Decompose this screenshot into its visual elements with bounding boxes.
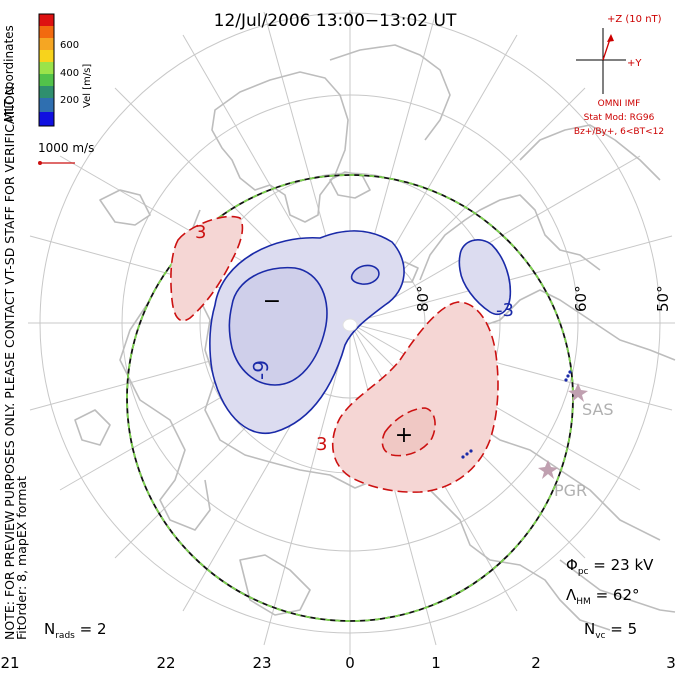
station-star-icon bbox=[538, 460, 558, 479]
stat-nrads-sub: rads bbox=[55, 631, 75, 641]
station-label-sas: SAS bbox=[582, 400, 614, 419]
mlt-label-2: 2 bbox=[531, 654, 541, 672]
vector-dot bbox=[465, 452, 468, 455]
imf-dial: +Z (10 nT) +Y OMNI IMF Stat Mod: RG96 Bz… bbox=[574, 14, 664, 137]
fit-statistics: Φpc = 23 kV ΛHM = 62° Nvc = 5 Nrads = 2 bbox=[44, 556, 654, 641]
stat-nrads: Nrads = 2 bbox=[44, 620, 107, 641]
colorbar-swatch bbox=[39, 38, 54, 50]
stat-nvc-value: = 5 bbox=[606, 620, 638, 638]
imf-model-line-3: Bz+/By+, 6<BT<12 bbox=[574, 127, 664, 137]
colorbar-tick-200: 200 bbox=[60, 95, 79, 106]
mlt-axis: 21 22 23 0 1 2 3 bbox=[0, 654, 675, 672]
radar-stations: SAS PGR bbox=[538, 383, 614, 500]
coordinates-label: MLT coordinates bbox=[2, 25, 16, 122]
stat-nvc: Nvc = 5 bbox=[584, 620, 637, 641]
vector-dot bbox=[566, 374, 569, 377]
stat-phi-value: = 23 kV bbox=[588, 556, 654, 574]
contour-label-neg-a: -3 bbox=[496, 300, 514, 321]
pos-marker: + bbox=[395, 423, 413, 448]
convection-map: − + -3 -9 3 3 SAS PGR 80° 60° 50° 12/Jul… bbox=[0, 0, 680, 674]
stat-nrads-value: = 2 bbox=[75, 620, 107, 638]
stat-lambda-value: = 62° bbox=[591, 586, 640, 604]
stat-lambda-sub: HM bbox=[576, 597, 591, 607]
colorbar-swatch bbox=[39, 86, 54, 98]
imf-model-line-2: Stat Mod: RG96 bbox=[584, 113, 655, 123]
imf-y-label: +Y bbox=[627, 58, 642, 69]
pole-marker bbox=[343, 319, 357, 331]
map-title: 12/Jul/2006 13:00−13:02 UT bbox=[214, 11, 457, 31]
mlt-label-3: 3 bbox=[666, 654, 676, 672]
lat-label-80: 80° bbox=[414, 285, 432, 312]
stat-nrads-symbol: N bbox=[44, 620, 55, 638]
vector-dot bbox=[568, 370, 571, 373]
coast-greenland bbox=[212, 72, 348, 222]
mlt-label-0: 0 bbox=[345, 654, 355, 672]
stat-nvc-symbol: N bbox=[584, 620, 595, 638]
imf-arrow-icon bbox=[607, 34, 614, 42]
stat-lambda-hm: ΛHM = 62° bbox=[566, 586, 640, 607]
stat-phi-pc: Φpc = 23 kV bbox=[566, 556, 654, 577]
colorbar-tick-400: 400 bbox=[60, 68, 79, 79]
station-label-pgr: PGR bbox=[554, 481, 587, 500]
stat-nvc-sub: vc bbox=[595, 631, 605, 641]
fitorder-note: FitOrder: 8, mapEX format bbox=[14, 476, 29, 640]
vector-dot bbox=[469, 449, 472, 452]
colorbar-axis-label: Vel [m/s] bbox=[82, 64, 93, 108]
vector-dot bbox=[461, 455, 464, 458]
colorbar-swatch bbox=[39, 50, 54, 62]
stat-phi-sub: pc bbox=[578, 567, 589, 577]
neg-marker: − bbox=[263, 289, 281, 314]
imf-z-label: +Z (10 nT) bbox=[607, 14, 662, 25]
vector-dot bbox=[564, 378, 567, 381]
velocity-scale-label: 1000 m/s bbox=[38, 141, 94, 155]
contour-label-neg-b: -9 bbox=[249, 360, 273, 380]
colorbar-swatch bbox=[39, 112, 54, 126]
coast-hudson-bay bbox=[120, 300, 210, 530]
mlt-label-23: 23 bbox=[252, 654, 271, 672]
colorbar-swatch bbox=[39, 74, 54, 86]
colorbar-swatch bbox=[39, 98, 54, 112]
coast-misc-3 bbox=[240, 555, 310, 615]
mlt-label-1: 1 bbox=[431, 654, 441, 672]
velocity-colorbar: 600 400 200 Vel [m/s] bbox=[39, 14, 93, 126]
coast-siberia-2 bbox=[470, 420, 660, 540]
stat-phi-symbol: Φ bbox=[566, 556, 578, 574]
coast-misc-1 bbox=[100, 190, 150, 225]
lat-label-50: 50° bbox=[654, 285, 672, 312]
mlt-label-21: 21 bbox=[0, 654, 19, 672]
colorbar-tick-600: 600 bbox=[60, 40, 79, 51]
contour-label-pos-b: 3 bbox=[316, 434, 327, 455]
colorbar-swatch bbox=[39, 62, 54, 74]
colorbar-swatch bbox=[39, 26, 54, 38]
mlt-label-22: 22 bbox=[156, 654, 175, 672]
coast-misc-2 bbox=[75, 410, 110, 445]
colorbar-swatch bbox=[39, 14, 54, 26]
contour-label-pos-a: 3 bbox=[195, 222, 206, 243]
imf-model-line-1: OMNI IMF bbox=[598, 99, 641, 109]
lat-label-60: 60° bbox=[572, 285, 590, 312]
